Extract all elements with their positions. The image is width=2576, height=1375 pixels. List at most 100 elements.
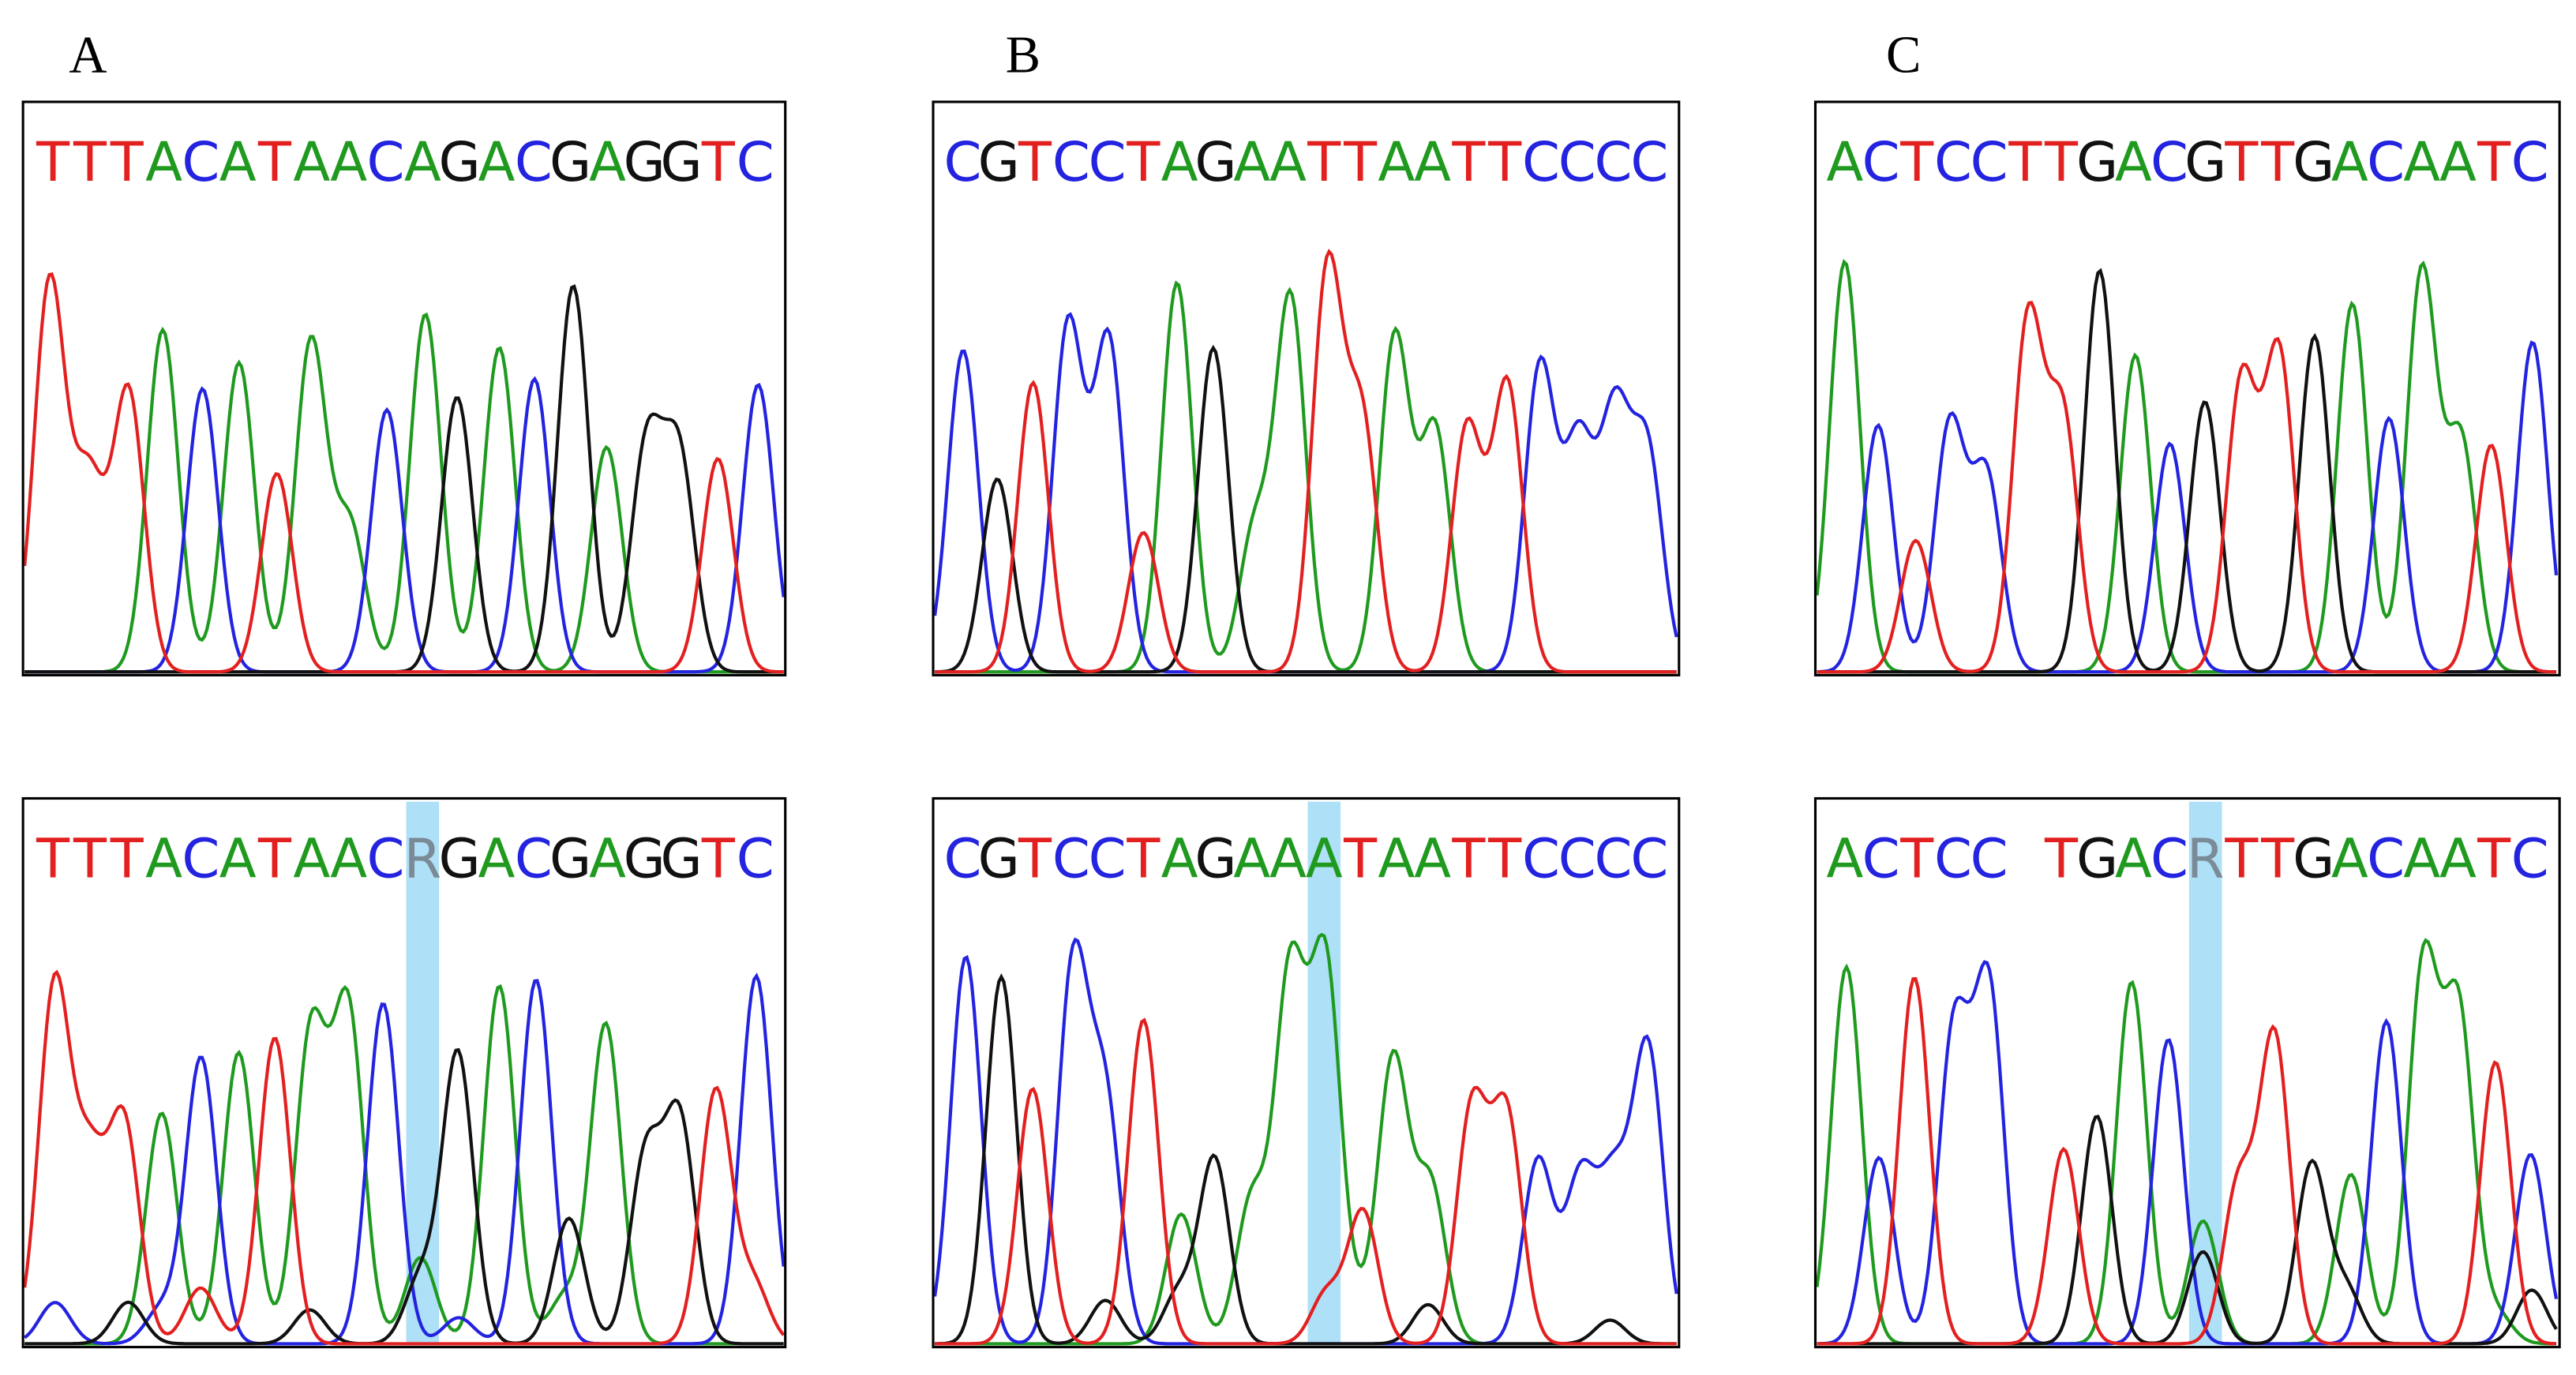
trace [935,1017,1677,1346]
trace [1817,1115,2558,1346]
trace [933,937,1678,1346]
base-call: G [2076,827,2118,890]
base-call: T [257,131,292,194]
base-call: T [2260,131,2295,194]
base-call: A [2439,827,2477,890]
trace [935,973,1677,1346]
base-call: A [2439,131,2477,194]
base-call: A [2403,131,2440,194]
base-call: C [2367,827,2405,890]
base-call: C [182,827,219,890]
base-call: A [293,131,330,194]
trace [24,284,784,674]
base-call: A [2403,827,2440,890]
base-call: G [1194,131,1236,194]
base-call: A [1269,827,1307,890]
base-call: C [1052,131,1090,194]
base-call: G [2293,131,2334,194]
base-call: C [1522,827,1560,890]
base-call: A [1233,131,1270,194]
trace [1817,340,2559,674]
base-call: G [439,131,481,194]
trace [1817,960,2559,1346]
chromatogram-panel [1813,100,2561,676]
base-call: G [549,131,591,194]
base-call: C [737,827,774,890]
base-call: A [2115,827,2152,890]
chromatogram-panel [1813,796,2561,1349]
trace [1815,259,2557,674]
trace [933,312,1678,674]
base-call: C [515,131,553,194]
base-call: C [367,827,405,890]
base-call: C [1862,131,1900,194]
chromatogram-panel [932,100,1681,676]
base-call: G [660,131,702,194]
base-call: T [36,131,70,194]
base-call: A [2331,131,2368,194]
base-call: T [701,131,736,194]
base-call: T [2044,827,2079,890]
base-call: C [1595,131,1633,194]
base-call: G [978,827,1020,890]
base-call: A [293,827,330,890]
base-call: G [2293,827,2334,890]
base-call: G [978,131,1020,194]
trace [24,1047,784,1346]
base-call: C [1052,827,1090,890]
panel-label: C [1886,27,1921,84]
base-call: G [549,827,591,890]
variant-highlight [1307,801,1341,1346]
base-call: A [1826,131,1863,194]
base-call: T [2477,827,2511,890]
base-call: C [1630,131,1668,194]
base-call: C [1934,827,1972,890]
base-call: A [145,827,182,890]
base-call: T [1343,827,1378,890]
trace [935,932,1677,1346]
base-call: C [2150,131,2188,194]
base-call: A [1306,827,1343,890]
base-call: A [478,131,515,194]
base-call: T [2224,827,2259,890]
base-call: C [182,131,219,194]
base-call: A [219,131,257,194]
base-call: T [110,827,144,890]
base-call: T [73,131,107,194]
base-call: T [73,827,107,890]
base-call: A [330,827,367,890]
base-call: R [2187,827,2225,890]
base-call: T [110,131,144,194]
base-call: C [2367,131,2405,194]
base-call: C [943,131,981,194]
base-call: T [1451,131,1486,194]
base-call: A [2115,131,2152,194]
base-call: G [624,827,666,890]
base-call: C [1970,827,2008,890]
base-call: T [1126,131,1161,194]
trace [24,312,784,674]
base-call: G [660,827,702,890]
base-call: T [1899,827,1934,890]
base-call: T [1487,131,1522,194]
base-call: A [1414,827,1451,890]
base-call: T [1018,827,1052,890]
base-call: A [1161,827,1198,890]
base-call: C [1595,827,1633,890]
base-call: G [439,827,481,890]
base-call: T [2224,131,2259,194]
base-call: A [589,131,626,194]
base-call: T [1487,827,1522,890]
base-call: T [1018,131,1052,194]
base-call: A [1378,827,1415,890]
base-call: A [1161,131,1198,194]
base-call: T [701,827,736,890]
base-call: A [478,827,515,890]
base-call: R [403,827,441,890]
base-call: T [2260,827,2295,890]
base-call: T [1307,131,1341,194]
trace [935,344,1677,674]
chromatogram-panel [932,796,1681,1349]
base-call: C [2511,131,2549,194]
